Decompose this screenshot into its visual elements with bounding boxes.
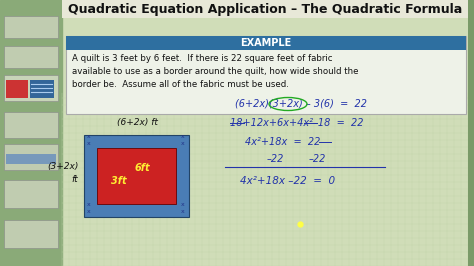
Bar: [98, 148, 176, 204]
Bar: [84, 135, 190, 217]
Bar: [6, 80, 28, 98]
Text: ft: ft: [72, 175, 79, 184]
Text: –22: –22: [309, 154, 327, 164]
Bar: [6, 148, 56, 154]
Bar: [0, 0, 62, 266]
Bar: [4, 180, 58, 208]
Text: available to use as a border around the quilt, how wide should the: available to use as a border around the …: [72, 67, 358, 76]
Text: x: x: [86, 134, 90, 139]
Bar: [6, 154, 56, 164]
Text: x: x: [181, 134, 184, 139]
Text: 4x²+18x  =  22: 4x²+18x = 22: [245, 137, 320, 147]
Text: x: x: [86, 202, 90, 207]
Text: border be.  Assume all of the fabric must be used.: border be. Assume all of the fabric must…: [72, 80, 289, 89]
Text: Quadratic Equation Application – The Quadratic Formula: Quadratic Equation Application – The Qua…: [68, 2, 462, 15]
Text: (6+2x)(3+2x) – 3(6)  =  22: (6+2x)(3+2x) – 3(6) = 22: [235, 99, 367, 109]
Text: A quilt is 3 feet by 6 feet.  If there is 22 square feet of fabric: A quilt is 3 feet by 6 feet. If there is…: [72, 54, 332, 63]
Bar: [4, 220, 58, 248]
Bar: [4, 144, 58, 170]
Text: (6+2x) ft: (6+2x) ft: [117, 118, 157, 127]
Text: x: x: [181, 141, 184, 146]
Text: x: x: [86, 141, 90, 146]
Bar: [62, 0, 468, 18]
Text: (3+2x): (3+2x): [47, 162, 79, 171]
Text: 4x²+18x –22  =  0: 4x²+18x –22 = 0: [240, 176, 335, 186]
Bar: [66, 36, 466, 114]
Bar: [4, 75, 58, 101]
Text: –22: –22: [267, 154, 284, 164]
Text: 3ft: 3ft: [111, 176, 127, 186]
Bar: [66, 36, 466, 50]
Text: x: x: [181, 209, 184, 214]
Text: 18+12x+6x+4x²–18  =  22: 18+12x+6x+4x²–18 = 22: [230, 118, 364, 128]
Text: EXAMPLE: EXAMPLE: [240, 38, 292, 48]
Text: x: x: [86, 209, 90, 214]
Text: x: x: [181, 202, 184, 207]
Bar: [4, 46, 58, 68]
Bar: [4, 112, 58, 138]
Bar: [4, 16, 58, 38]
Text: 6ft: 6ft: [134, 163, 150, 173]
Bar: [468, 0, 474, 266]
Bar: [30, 80, 54, 98]
